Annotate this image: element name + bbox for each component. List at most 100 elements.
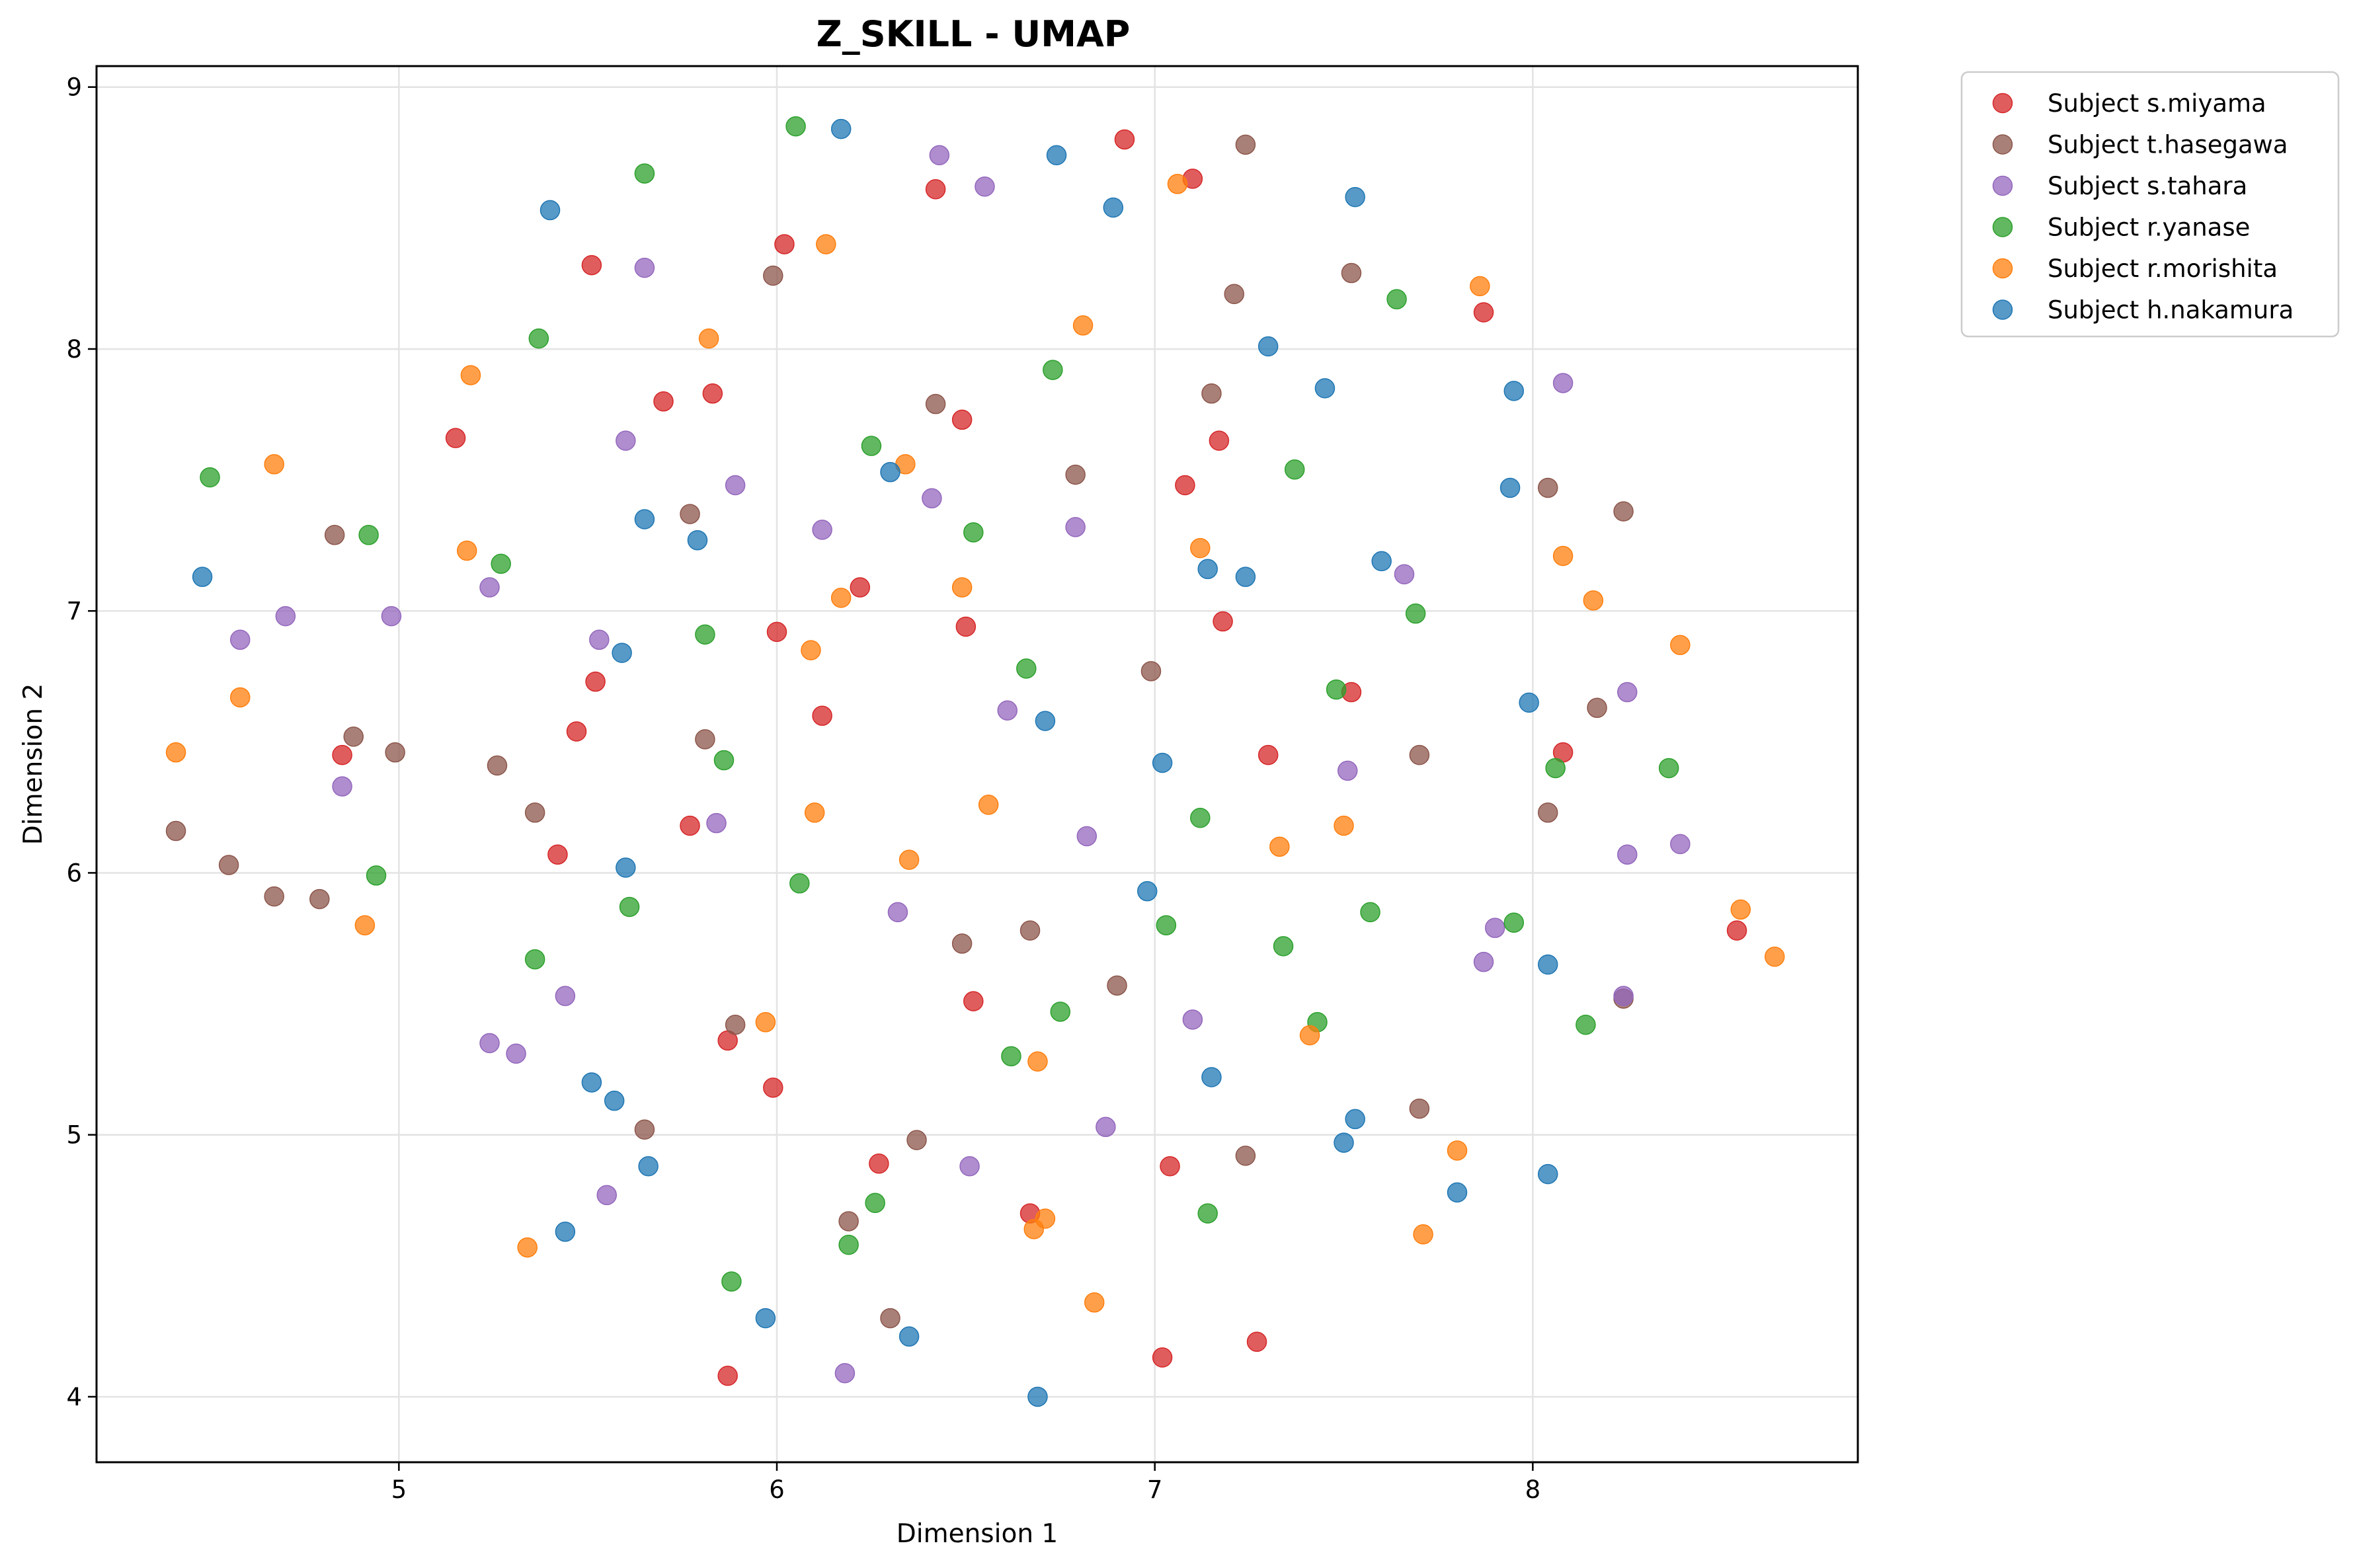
data-point xyxy=(698,328,719,349)
data-point xyxy=(445,428,466,448)
data-point xyxy=(1043,360,1063,380)
data-point xyxy=(702,383,723,404)
data-point xyxy=(566,721,587,742)
data-point xyxy=(653,391,674,412)
data-point xyxy=(755,1012,776,1033)
data-point xyxy=(1065,517,1086,537)
data-point xyxy=(975,176,995,197)
data-point xyxy=(801,640,821,660)
data-point xyxy=(925,393,946,414)
data-point xyxy=(343,726,364,747)
data-point xyxy=(766,621,787,643)
legend-entry: Subject h.nakamura xyxy=(1992,296,2294,325)
data-point xyxy=(332,744,352,765)
data-point xyxy=(1552,373,1574,393)
data-point xyxy=(951,577,973,598)
data-point xyxy=(1447,1140,1468,1161)
legend-label: Subject h.nakamura xyxy=(2048,296,2294,325)
data-point xyxy=(487,755,508,776)
data-point xyxy=(725,475,746,496)
legend-label: Subject s.tahara xyxy=(2048,172,2247,200)
data-point xyxy=(1537,477,1558,498)
legend-entry: Subject t.hasegawa xyxy=(1992,131,2288,159)
data-point xyxy=(1409,1098,1430,1119)
y-axis-label: Dimension 2 xyxy=(19,684,48,845)
data-point xyxy=(1499,477,1521,498)
data-point xyxy=(1613,986,1634,1006)
series-1 xyxy=(165,134,1634,1329)
data-point xyxy=(906,1130,927,1150)
y-axis-ticks: 4 5 6 7 8 9 xyxy=(66,73,97,1411)
legend-entry: Subject r.yanase xyxy=(1992,214,2250,242)
data-point xyxy=(612,643,632,663)
data-point xyxy=(1670,635,1691,655)
data-point xyxy=(517,1237,538,1258)
data-point xyxy=(898,849,920,870)
data-point xyxy=(1470,276,1490,297)
data-point xyxy=(721,1271,742,1292)
x-tick-label: 5 xyxy=(391,1475,407,1504)
data-point xyxy=(1019,920,1041,941)
data-point xyxy=(1269,836,1290,857)
data-point xyxy=(1235,1146,1256,1166)
x-axis-ticks: 5 6 7 8 xyxy=(391,1462,1540,1504)
data-point xyxy=(922,488,942,509)
data-point xyxy=(1617,844,1638,865)
data-point xyxy=(229,687,251,708)
y-tick-label: 8 xyxy=(66,335,82,364)
data-point xyxy=(1583,590,1604,611)
data-point xyxy=(1023,1219,1045,1239)
data-point xyxy=(1103,197,1124,218)
data-point xyxy=(1537,1163,1558,1185)
data-point xyxy=(1197,559,1218,580)
data-point xyxy=(838,1234,859,1255)
series-4 xyxy=(165,174,1785,1313)
data-point xyxy=(264,454,284,475)
plot-area: 5 6 7 8 4 5 6 7 8 9 xyxy=(66,65,1859,1504)
data-point xyxy=(785,116,806,137)
data-point xyxy=(1257,744,1279,765)
legend-entry: Subject s.miyama xyxy=(1992,89,2266,118)
legend-marker xyxy=(1992,258,2013,279)
data-point xyxy=(1235,134,1256,155)
data-point xyxy=(524,803,545,823)
data-point xyxy=(1503,912,1525,933)
data-point xyxy=(865,1193,885,1213)
data-point xyxy=(1405,603,1426,624)
data-point xyxy=(1224,284,1244,304)
legend-marker xyxy=(1992,134,2013,155)
data-point xyxy=(1484,918,1505,938)
data-point xyxy=(1197,1203,1218,1224)
data-point xyxy=(1394,564,1415,584)
series-5 xyxy=(192,118,1558,1407)
data-point xyxy=(585,671,606,692)
data-point xyxy=(1552,545,1574,567)
data-point xyxy=(638,1156,659,1177)
data-point xyxy=(1341,262,1362,284)
data-point xyxy=(1001,1046,1021,1067)
data-point xyxy=(898,1326,920,1347)
data-point xyxy=(581,255,602,276)
y-tick-label: 7 xyxy=(66,597,82,625)
data-point xyxy=(834,1363,856,1384)
legend-items: Subject s.miyama Subject t.hasegawa Subjec… xyxy=(1992,89,2294,325)
data-point xyxy=(830,588,852,608)
y-tick-label: 4 xyxy=(66,1383,82,1411)
data-point xyxy=(1413,1224,1433,1245)
data-point xyxy=(1447,1182,1468,1203)
data-point xyxy=(1473,302,1494,323)
data-point xyxy=(506,1043,526,1064)
data-point xyxy=(695,624,715,645)
data-point xyxy=(1473,951,1494,972)
data-point xyxy=(1190,537,1211,559)
data-point xyxy=(1613,501,1634,522)
data-point xyxy=(634,257,655,278)
data-points xyxy=(165,116,1785,1407)
data-point xyxy=(555,1222,576,1242)
data-point xyxy=(332,776,352,797)
legend-label: Subject s.miyama xyxy=(2048,89,2266,118)
data-point xyxy=(275,606,296,627)
data-point xyxy=(1764,946,1785,967)
data-point xyxy=(1201,383,1222,404)
data-point xyxy=(1617,682,1638,703)
